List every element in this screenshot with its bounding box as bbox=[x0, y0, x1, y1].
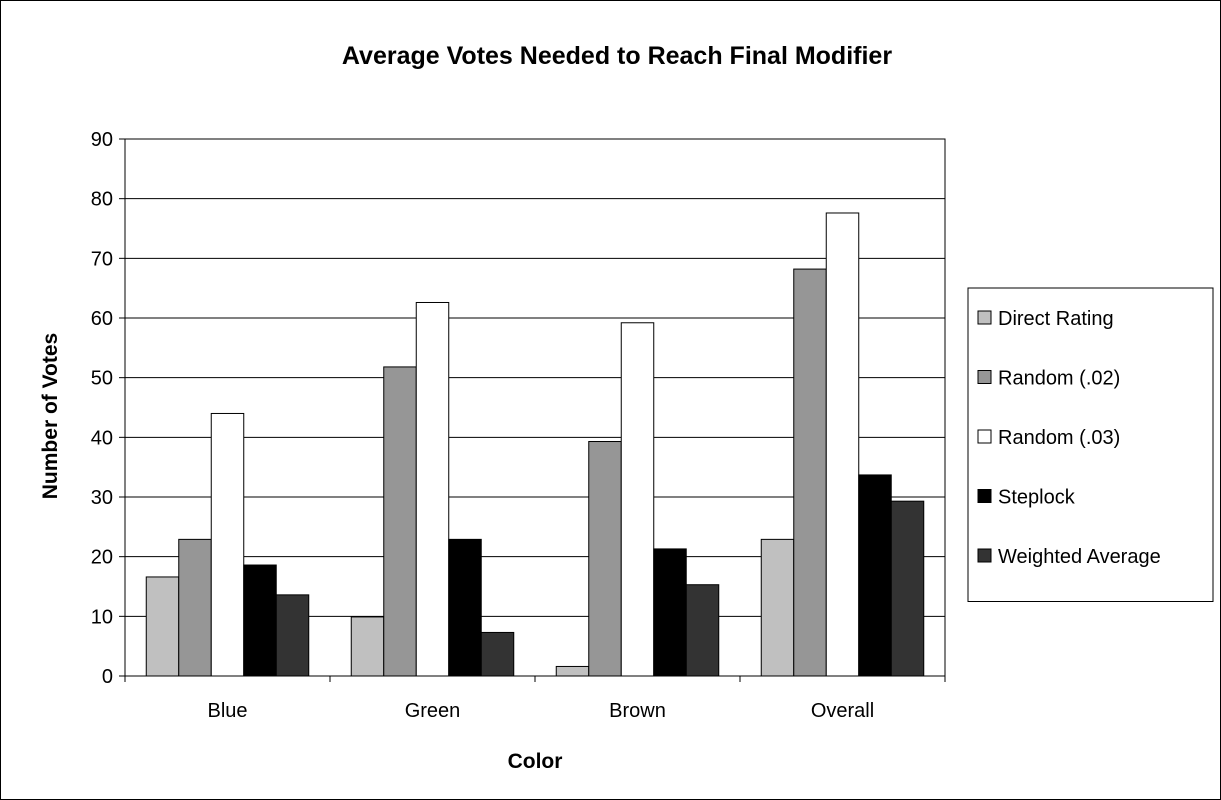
y-tick-label: 30 bbox=[91, 487, 113, 509]
x-axis-label: Color bbox=[508, 750, 563, 773]
bar-random-02-blue bbox=[178, 538, 212, 677]
legend-box bbox=[967, 287, 1214, 602]
legend-label: Random (.02) bbox=[998, 368, 1120, 390]
bar-steplock-green bbox=[448, 538, 482, 677]
bar-direct-rating-green bbox=[350, 616, 385, 677]
legend-label: Direct Rating bbox=[998, 308, 1114, 330]
bar-steplock-brown bbox=[653, 548, 687, 677]
x-tick-label: Overall bbox=[811, 700, 874, 722]
legend-swatch bbox=[977, 370, 992, 384]
bar-weighted-average-green bbox=[480, 631, 515, 677]
legend-swatch bbox=[977, 548, 992, 563]
bar-random-02-green bbox=[383, 366, 417, 677]
y-tick-label: 40 bbox=[91, 427, 113, 449]
y-tick-label: 60 bbox=[91, 308, 113, 330]
bar-steplock-blue bbox=[243, 564, 277, 677]
x-tick-label: Green bbox=[405, 700, 461, 722]
bar-weighted-average-blue bbox=[275, 594, 310, 677]
legend-swatch bbox=[977, 429, 992, 444]
legend: Direct Rating Random (.02) Random (.03) Ste… bbox=[967, 287, 1214, 602]
bar-steplock-overall bbox=[858, 474, 892, 677]
bar-random-03-overall bbox=[825, 212, 860, 677]
bar-random-03-brown bbox=[620, 322, 655, 677]
y-tick-label: 50 bbox=[91, 368, 113, 390]
bar-direct-rating-overall bbox=[760, 538, 795, 677]
y-tick-label: 90 bbox=[91, 129, 113, 151]
bars bbox=[145, 212, 925, 677]
legend-label: Steplock bbox=[998, 487, 1076, 509]
legend-swatch bbox=[977, 489, 992, 503]
axes: 0 10 20 30 40 50 60 70 80 90 Blue Green Brown Overall bbox=[91, 129, 946, 722]
bar-random-03-green bbox=[415, 301, 450, 677]
bar-direct-rating-brown bbox=[555, 665, 590, 677]
y-tick-label: 0 bbox=[102, 666, 113, 688]
y-tick-label: 80 bbox=[91, 189, 113, 211]
legend-label: Random (.03) bbox=[998, 427, 1120, 449]
bar-random-03-blue bbox=[210, 412, 245, 677]
bar-weighted-average-overall bbox=[890, 500, 925, 677]
y-tick-label: 10 bbox=[91, 606, 113, 628]
x-tick-label: Blue bbox=[207, 700, 247, 722]
bar-random-02-brown bbox=[588, 441, 622, 677]
legend-label: Weighted Average bbox=[998, 546, 1161, 568]
x-tick-label: Brown bbox=[609, 700, 666, 722]
bar-random-02-overall bbox=[793, 268, 827, 677]
legend-swatch bbox=[977, 310, 992, 325]
y-tick-label: 70 bbox=[91, 248, 113, 270]
y-tick-label: 20 bbox=[91, 547, 113, 569]
y-axis-label: Number of Votes bbox=[39, 333, 62, 499]
bar-weighted-average-brown bbox=[685, 584, 720, 677]
bar-direct-rating-blue bbox=[145, 576, 180, 677]
chart-title: Average Votes Needed to Reach Final Modi… bbox=[342, 42, 892, 70]
